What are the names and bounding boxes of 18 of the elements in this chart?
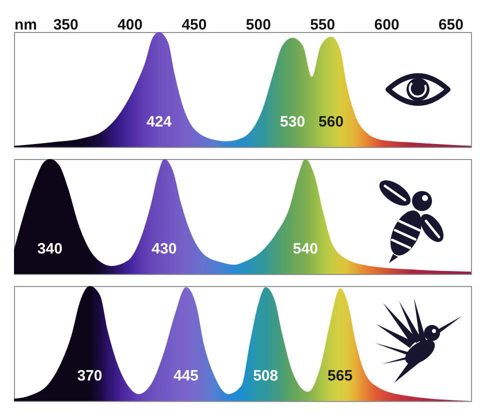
annotation: 370: [77, 368, 102, 385]
x-tick-label: 650: [438, 16, 464, 34]
x-tick-label: 400: [118, 16, 143, 34]
x-tick-label: 600: [374, 16, 400, 34]
annotation: 430: [152, 240, 177, 258]
annotation: 445: [174, 368, 199, 385]
x-tick-label: 500: [246, 16, 271, 34]
annotation: 540: [292, 240, 318, 258]
annotation: 565: [328, 368, 353, 385]
annotation: 560: [318, 114, 344, 131]
annotation: 340: [37, 240, 62, 258]
annotation: 424: [146, 114, 172, 131]
x-axis-title: nm: [14, 16, 37, 34]
x-tick-label: 550: [310, 16, 336, 34]
x-tick-label: 350: [53, 16, 78, 34]
x-tick-label: 450: [182, 16, 207, 34]
annotation: 508: [253, 368, 278, 385]
annotation: 530: [280, 114, 306, 131]
